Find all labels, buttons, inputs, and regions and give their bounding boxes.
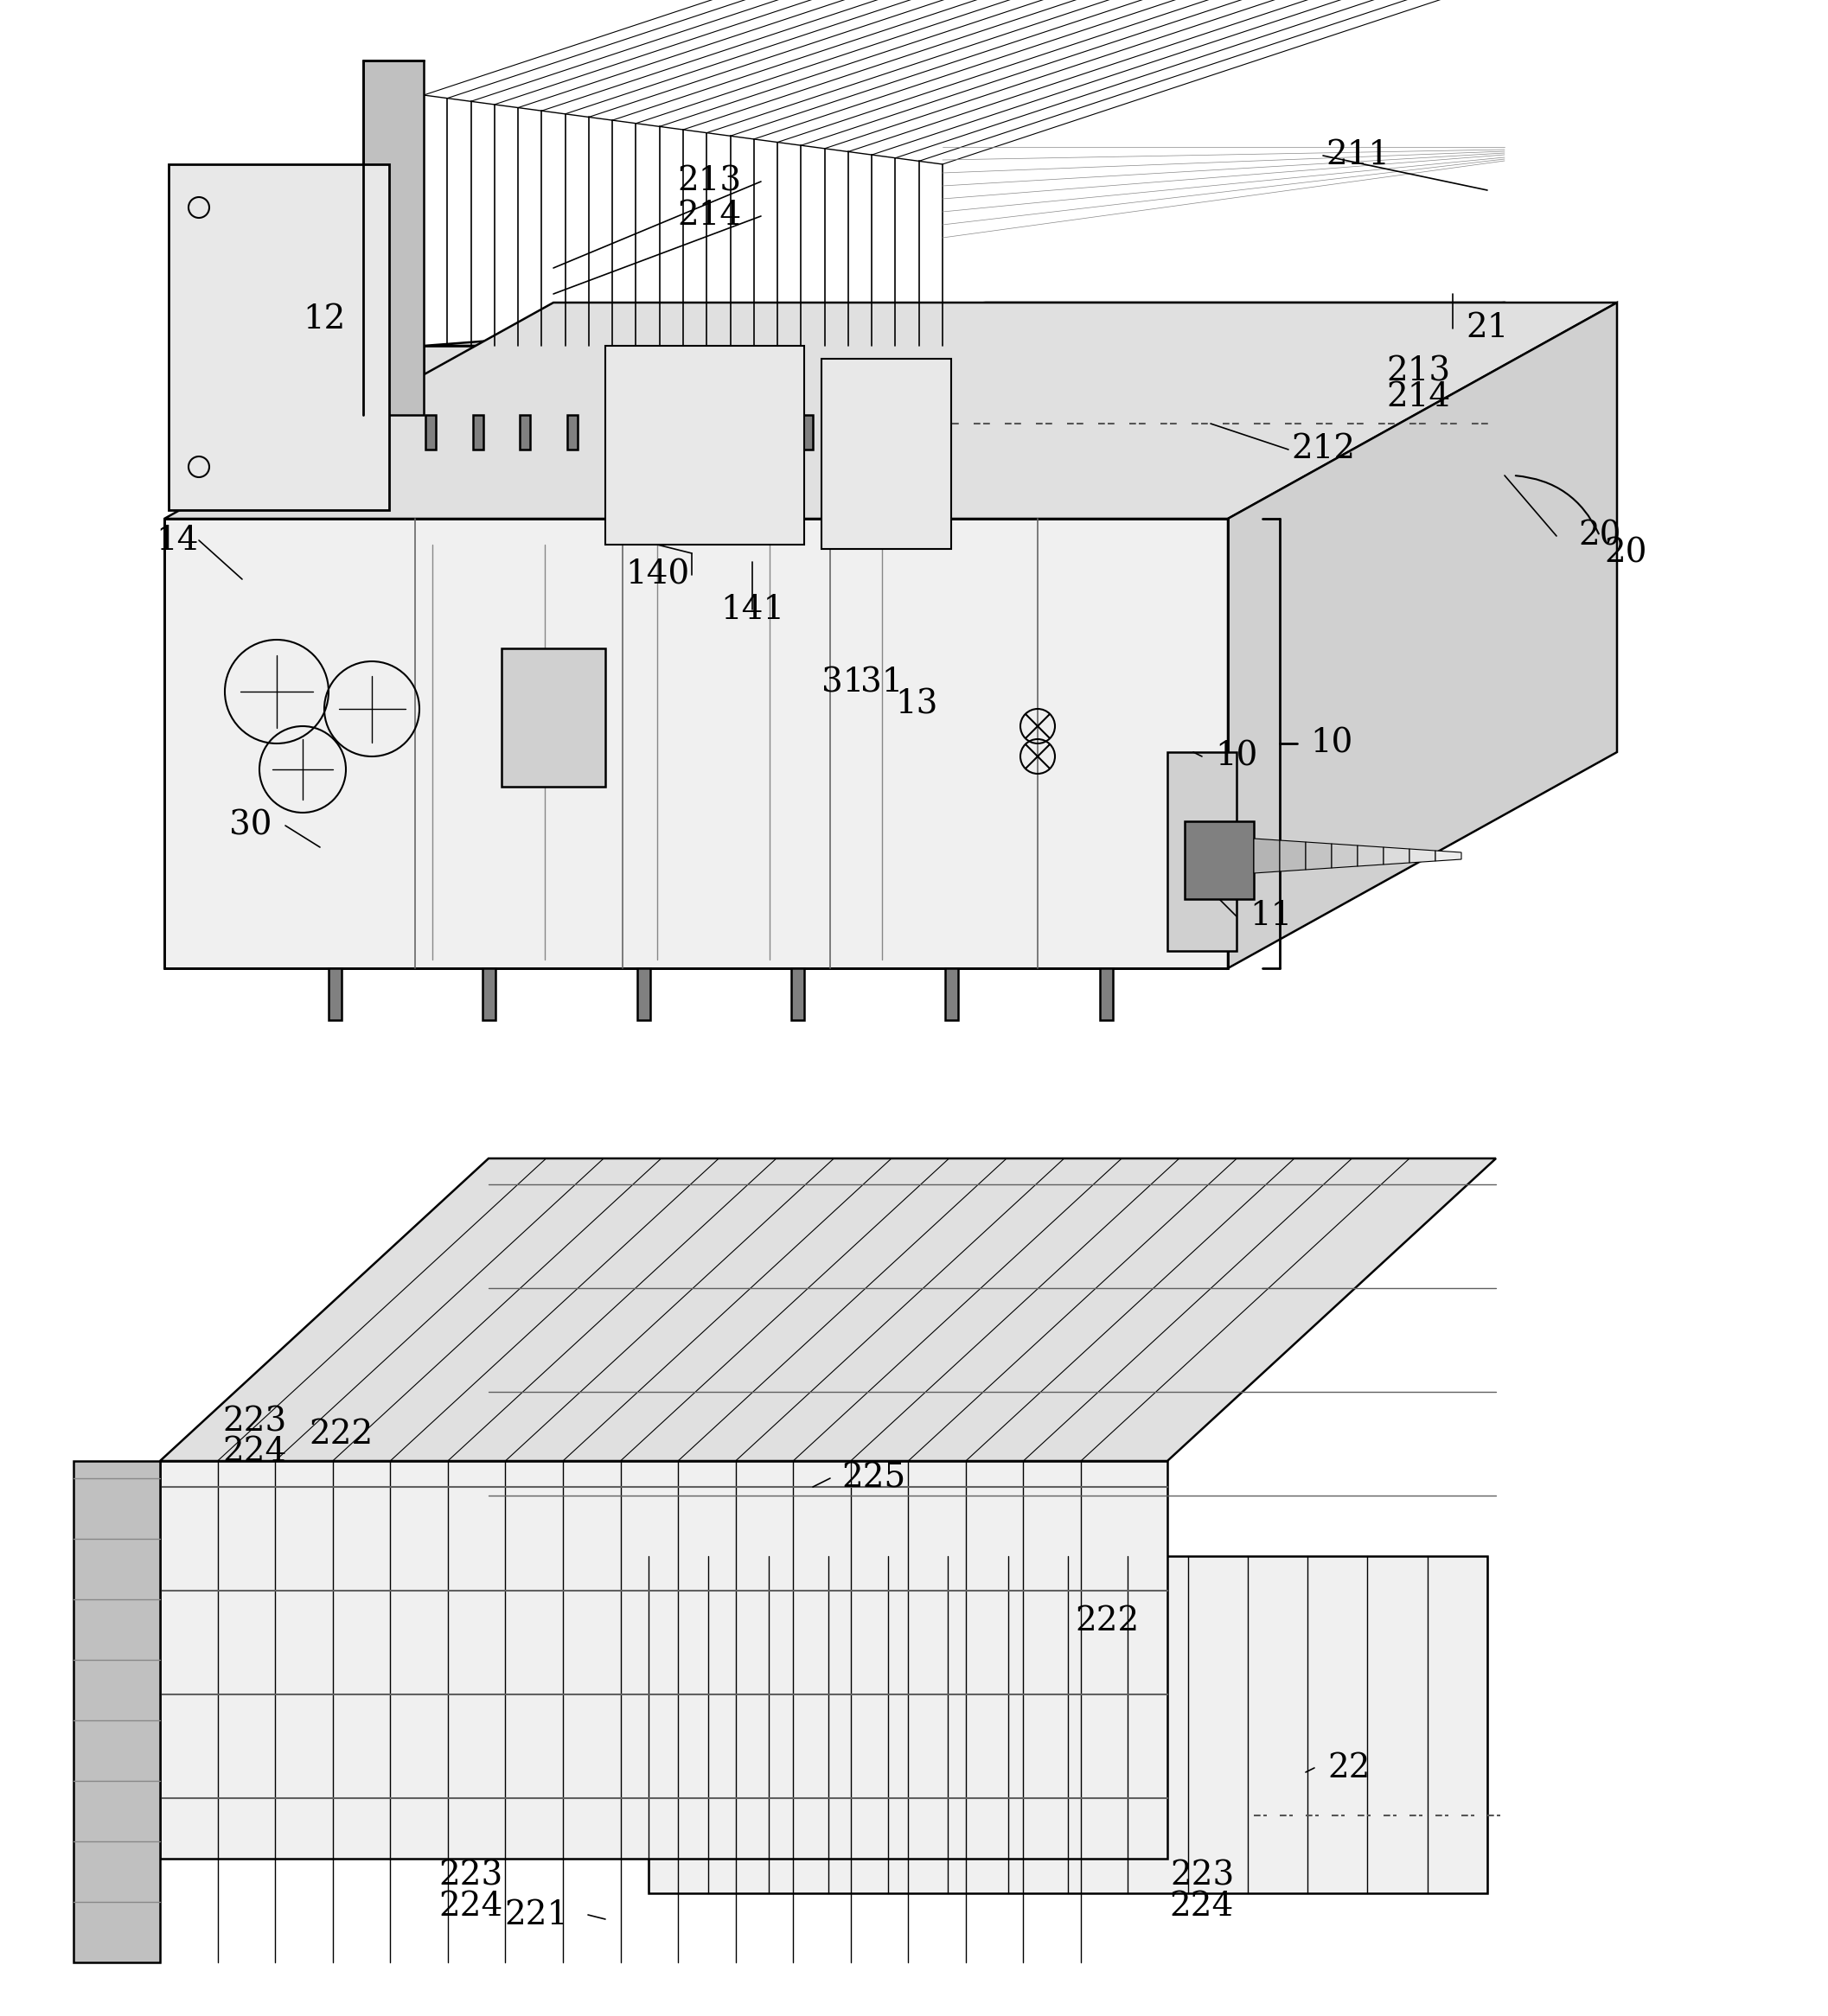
Polygon shape bbox=[424, 347, 943, 415]
Polygon shape bbox=[1228, 302, 1618, 968]
Polygon shape bbox=[605, 347, 804, 544]
Text: 21: 21 bbox=[1466, 312, 1508, 345]
Text: 141: 141 bbox=[720, 593, 784, 625]
Text: 11: 11 bbox=[1250, 901, 1292, 931]
Text: 224: 224 bbox=[439, 1891, 503, 1921]
Polygon shape bbox=[168, 163, 389, 510]
Polygon shape bbox=[1168, 752, 1236, 952]
Polygon shape bbox=[1280, 841, 1305, 871]
Text: 22: 22 bbox=[1327, 1752, 1371, 1784]
Polygon shape bbox=[792, 968, 804, 1020]
Text: 10: 10 bbox=[1216, 740, 1258, 772]
Polygon shape bbox=[501, 649, 605, 786]
Text: 225: 225 bbox=[841, 1462, 905, 1494]
Text: 30: 30 bbox=[228, 810, 272, 841]
Polygon shape bbox=[426, 415, 435, 450]
Polygon shape bbox=[519, 415, 530, 450]
Text: 222: 222 bbox=[1075, 1605, 1139, 1637]
Polygon shape bbox=[821, 359, 951, 548]
Polygon shape bbox=[802, 415, 813, 450]
Text: 211: 211 bbox=[1325, 139, 1389, 171]
Text: 214: 214 bbox=[676, 200, 740, 232]
Polygon shape bbox=[636, 968, 651, 1020]
Text: 223: 223 bbox=[223, 1405, 287, 1437]
Polygon shape bbox=[1100, 968, 1113, 1020]
Polygon shape bbox=[1254, 839, 1280, 873]
Polygon shape bbox=[567, 415, 578, 450]
Polygon shape bbox=[943, 302, 1504, 415]
Polygon shape bbox=[473, 415, 483, 450]
Text: 224: 224 bbox=[1170, 1891, 1234, 1921]
Text: 31: 31 bbox=[861, 667, 903, 700]
Text: 14: 14 bbox=[155, 524, 199, 556]
Polygon shape bbox=[1358, 845, 1384, 867]
Polygon shape bbox=[662, 415, 671, 450]
Text: 140: 140 bbox=[625, 558, 689, 591]
Polygon shape bbox=[945, 968, 958, 1020]
Text: 212: 212 bbox=[1291, 433, 1355, 466]
Polygon shape bbox=[483, 968, 495, 1020]
Text: 224: 224 bbox=[223, 1435, 287, 1468]
Polygon shape bbox=[1331, 845, 1358, 869]
Polygon shape bbox=[898, 415, 907, 450]
Polygon shape bbox=[614, 415, 625, 450]
Text: 214: 214 bbox=[1386, 381, 1450, 413]
Text: 213: 213 bbox=[676, 165, 740, 198]
Text: 31: 31 bbox=[823, 667, 865, 700]
Polygon shape bbox=[165, 518, 1228, 968]
Text: 223: 223 bbox=[439, 1861, 503, 1891]
Polygon shape bbox=[424, 302, 1504, 347]
Polygon shape bbox=[1409, 849, 1435, 863]
Polygon shape bbox=[364, 60, 424, 415]
Polygon shape bbox=[755, 415, 766, 450]
Text: 20: 20 bbox=[1605, 538, 1647, 569]
Polygon shape bbox=[1384, 847, 1409, 865]
Text: 213: 213 bbox=[1386, 355, 1450, 387]
Polygon shape bbox=[649, 1556, 1488, 1893]
Polygon shape bbox=[850, 415, 861, 450]
Polygon shape bbox=[329, 968, 342, 1020]
Text: 222: 222 bbox=[309, 1419, 373, 1452]
Polygon shape bbox=[161, 1159, 1495, 1462]
Text: 13: 13 bbox=[896, 689, 938, 720]
Polygon shape bbox=[1305, 843, 1331, 869]
Polygon shape bbox=[709, 415, 718, 450]
Text: 223: 223 bbox=[1170, 1861, 1234, 1891]
Text: 221: 221 bbox=[505, 1899, 569, 1931]
Polygon shape bbox=[1435, 851, 1461, 861]
Text: 12: 12 bbox=[303, 304, 345, 337]
Polygon shape bbox=[1185, 821, 1254, 899]
Text: 20: 20 bbox=[1578, 520, 1621, 552]
Polygon shape bbox=[161, 1462, 1168, 1859]
Polygon shape bbox=[73, 1462, 161, 1962]
Polygon shape bbox=[165, 302, 1618, 518]
Text: 10: 10 bbox=[1311, 728, 1353, 760]
